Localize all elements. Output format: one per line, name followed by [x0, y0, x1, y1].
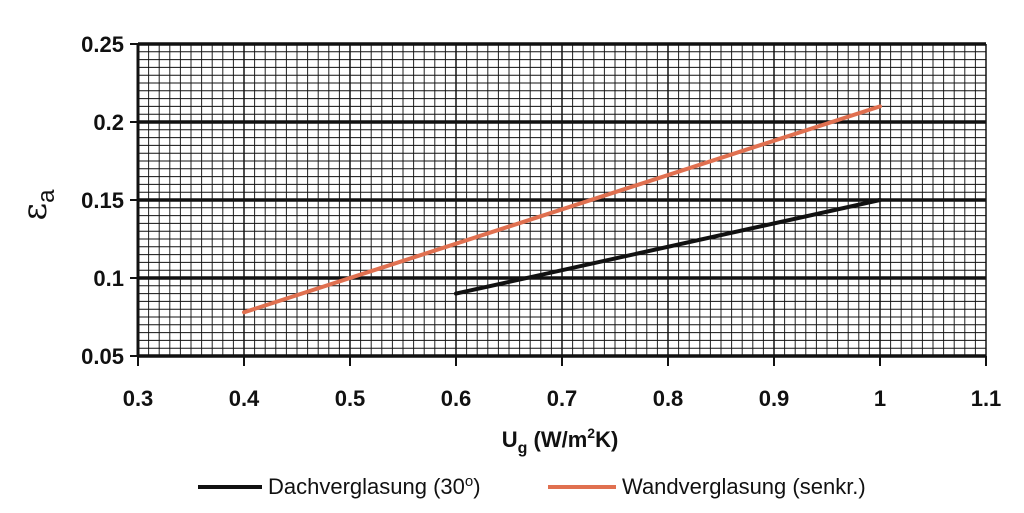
x-tick-label: 0.7: [547, 386, 578, 411]
x-tick-label: 0.6: [441, 386, 472, 411]
y-axis-label: εa: [15, 189, 60, 221]
x-axis-label: Ug (W/m2K): [502, 425, 619, 457]
x-tick-label: 0.5: [335, 386, 366, 411]
series-line-dachverglasung: [454, 198, 882, 296]
y-tick-label: 0.1: [93, 266, 124, 291]
series-layer: [242, 104, 882, 315]
y-tick-label: 0.25: [81, 32, 124, 57]
y-tick-label: 0.2: [93, 110, 124, 135]
series-line-wandverglasung: [242, 104, 882, 315]
x-tick-label: 0.9: [759, 386, 790, 411]
y-tick-label: 0.05: [81, 344, 124, 369]
legend-label-wandverglasung: Wandverglasung (senkr.): [622, 474, 866, 499]
legend-label-dachverglasung: Dachverglasung (30o): [268, 473, 481, 499]
grid: [137, 42, 987, 358]
x-tick-label: 0.8: [653, 386, 684, 411]
tick-labels: 0.3 0.4 0.5 0.6 0.7 0.8 0.9 1 1.1 0.05 0.1 0.15 0.2 0…: [81, 32, 1001, 411]
y-tick-label: 0.15: [81, 188, 124, 213]
x-tick-label: 1.1: [971, 386, 1002, 411]
axes: [130, 43, 987, 366]
legend: Dachverglasung (30o) Wandverglasung (sen…: [198, 473, 866, 499]
x-tick-label: 0.3: [123, 386, 154, 411]
x-tick-label: 1: [874, 386, 886, 411]
x-tick-label: 0.4: [229, 386, 260, 411]
